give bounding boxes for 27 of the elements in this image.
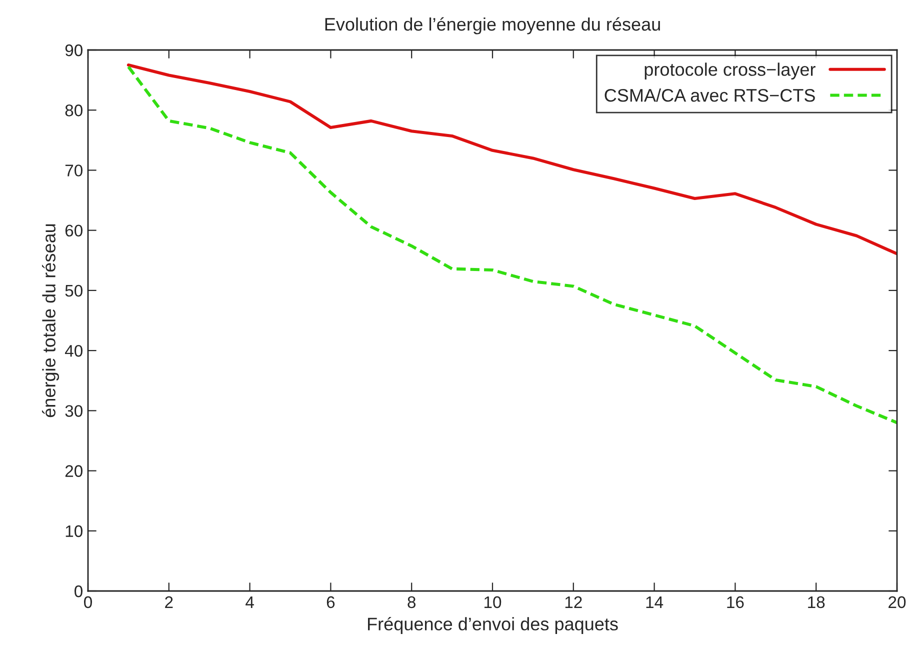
y-tick-label: 0 xyxy=(74,585,82,598)
y-tick-label: 80 xyxy=(65,104,82,116)
x-tick-label: 2 xyxy=(165,596,173,608)
x-tick-label: 10 xyxy=(484,596,502,608)
x-tick-label: 20 xyxy=(888,596,906,608)
x-tick-label: 16 xyxy=(727,596,744,608)
legend-label: protocole cross−layer xyxy=(644,62,816,80)
x-tick-label: 4 xyxy=(246,596,254,608)
y-tick-label: 50 xyxy=(65,284,82,297)
x-tick-label: 8 xyxy=(408,596,416,608)
legend-label: CSMA/CA avec RTS−CTS xyxy=(604,88,815,102)
x-tick-label: 18 xyxy=(808,596,825,608)
y-axis-title: énergie totale du réseau xyxy=(42,224,60,418)
y-tick-label: 20 xyxy=(65,465,82,477)
y-tick-label: 30 xyxy=(65,405,82,417)
y-tick-label: 10 xyxy=(66,525,82,538)
x-tick-label: 0 xyxy=(84,596,92,608)
x-tick-label: 6 xyxy=(326,596,335,608)
y-tick-label: 70 xyxy=(65,164,82,176)
y-tick-label: 90 xyxy=(65,44,82,56)
x-axis-title: Fréquence d’envoi des paquets xyxy=(368,616,618,634)
chart-title: Evolution de l’énergie moyenne du réseau xyxy=(325,17,660,34)
x-tick-label: 14 xyxy=(646,596,664,608)
line-series xyxy=(126,64,897,256)
y-tick-label: 60 xyxy=(65,224,82,237)
x-tick-label: 12 xyxy=(565,596,582,608)
y-tick-label: 40 xyxy=(64,344,82,357)
